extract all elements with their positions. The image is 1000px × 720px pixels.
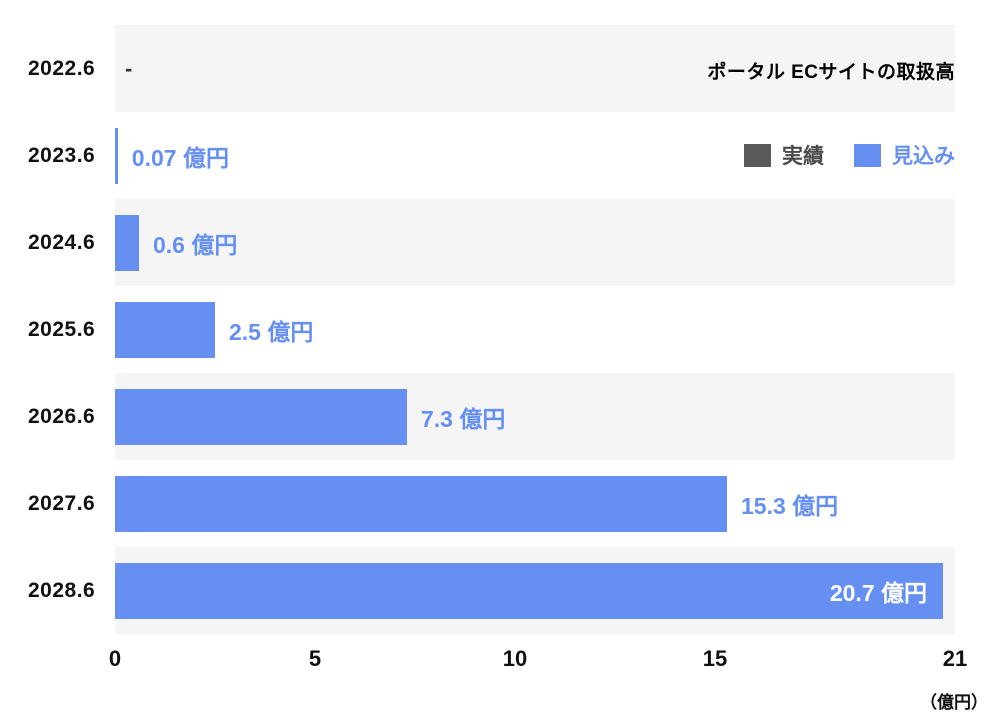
chart-row: 2026.6 7.3 億円 — [0, 373, 955, 460]
row-plot-area: 0.07 億円 — [115, 112, 955, 199]
row-plot-area: 15.3 億円 — [115, 460, 955, 547]
category-label: 2024.6 — [0, 199, 115, 286]
value-bar — [115, 388, 407, 445]
x-tick-label: 21 — [942, 646, 968, 671]
chart-row: 2024.6 0.6 億円 — [0, 199, 955, 286]
forecast-swatch-icon — [854, 143, 881, 167]
category-label: 2027.6 — [0, 460, 115, 547]
x-tick-label: 0 — [108, 646, 122, 671]
legend-label-forecast: 見込み — [892, 145, 955, 168]
value-label: 0.07 億円 — [131, 144, 229, 171]
legend-item-actual: 実績 — [744, 140, 824, 170]
x-axis-ticks: 0 5 10 15 21 — [109, 646, 967, 676]
value-bar — [115, 127, 118, 184]
value-label: 7.3 億円 — [421, 405, 506, 432]
chart-row: 2025.6 2.5 億円 — [0, 286, 955, 373]
chart-row: 2022.6- — [0, 25, 955, 112]
chart-title: ポータル ECサイトの取扱高 — [707, 62, 955, 83]
chart-row: 2027.6 15.3 億円 — [0, 460, 955, 547]
legend-label-actual: 実績 — [782, 145, 824, 168]
value-bar — [115, 475, 727, 532]
category-label: 2028.6 — [0, 547, 115, 634]
actual-swatch-icon — [744, 143, 771, 167]
x-tick-label: 15 — [702, 646, 728, 671]
chart-rows: 2022.6-2023.6 0.07 億円 2024.6 0.6 億円 2025.6 2.… — [0, 25, 955, 634]
value-label: 20.7 億円 — [829, 579, 927, 606]
x-tick-label: 5 — [308, 646, 322, 671]
category-label: 2025.6 — [0, 286, 115, 373]
legend-item-forecast: 見込み — [854, 140, 955, 170]
row-plot-area: 0.6 億円 — [115, 199, 955, 286]
value-bar — [115, 214, 139, 271]
value-bar — [115, 301, 215, 358]
row-plot-area: 2.5 億円 — [115, 286, 955, 373]
axis-unit-label: （億円） — [920, 693, 988, 712]
chart-legend: 実績 見込み — [744, 140, 955, 170]
row-plot-area: - — [115, 25, 955, 112]
category-label: 2026.6 — [0, 373, 115, 460]
chart-row: 2023.6 0.07 億円 — [0, 112, 955, 199]
value-label: 2.5 億円 — [229, 318, 314, 345]
row-plot-area: 20.7 億円 — [115, 547, 955, 634]
value-bar — [115, 562, 943, 619]
category-label: 2023.6 — [0, 112, 115, 199]
x-tick-label: 10 — [502, 646, 528, 671]
chart-row: 2028.6 20.7 億円 — [0, 547, 955, 634]
category-label: 2022.6 — [0, 25, 115, 112]
value-label: 0.6 億円 — [153, 231, 238, 258]
value-label: 15.3 億円 — [741, 492, 839, 519]
no-data-dash: - — [125, 55, 133, 81]
row-plot-area: 7.3 億円 — [115, 373, 955, 460]
